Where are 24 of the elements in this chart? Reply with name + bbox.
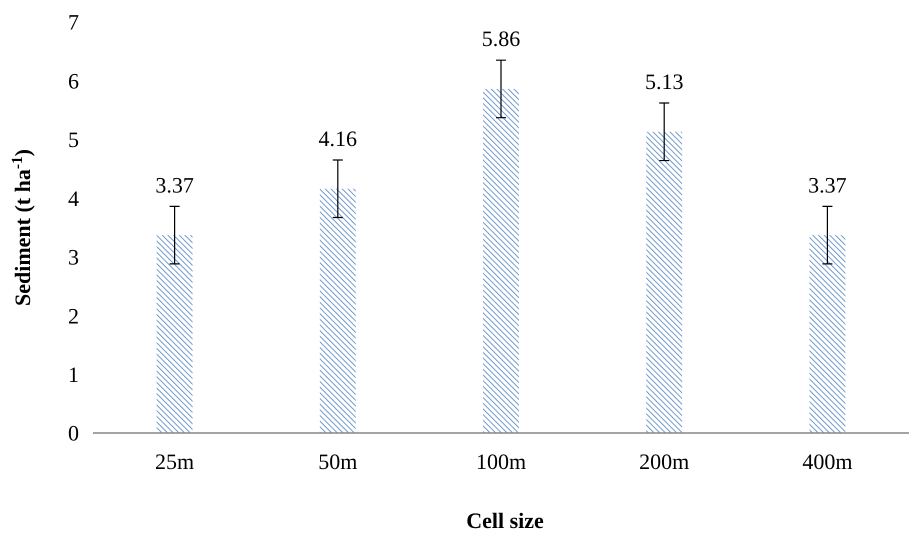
- y-tick-label: 4: [68, 186, 79, 211]
- y-tick-label: 6: [68, 68, 79, 94]
- bar: [156, 235, 193, 433]
- x-tick-label: 25m: [155, 449, 194, 474]
- x-tick-label: 400m: [802, 449, 852, 474]
- data-label: 3.37: [808, 172, 847, 198]
- x-tick-label: 50m: [318, 449, 358, 474]
- x-axis-title: Cell size: [466, 508, 544, 533]
- y-tick-label: 5: [68, 127, 79, 152]
- y-tick-label: 1: [68, 362, 79, 387]
- data-label: 5.86: [482, 26, 520, 52]
- y-tick-label: 0: [68, 420, 79, 446]
- y-tick-label: 7: [68, 10, 79, 35]
- data-label: 5.13: [644, 69, 684, 94]
- bar: [483, 88, 519, 433]
- x-tick-label: 100m: [476, 449, 526, 474]
- bar: [809, 235, 846, 433]
- bar: [320, 188, 356, 433]
- data-label: 3.37: [155, 172, 194, 198]
- x-tick-label: 200m: [639, 449, 690, 474]
- y-tick-label: 2: [68, 303, 79, 328]
- data-label: 4.16: [318, 126, 358, 151]
- bar: [646, 132, 682, 433]
- y-tick-label: 3: [68, 244, 79, 270]
